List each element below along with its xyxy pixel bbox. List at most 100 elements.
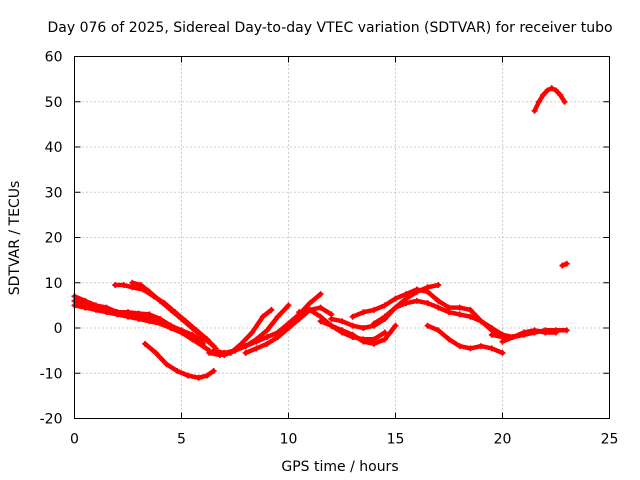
data-point bbox=[189, 325, 196, 331]
data-point bbox=[199, 340, 206, 347]
grid-layer bbox=[74, 56, 610, 419]
data-point bbox=[339, 327, 345, 334]
data-point bbox=[129, 279, 136, 286]
y-tick-label: 30 bbox=[45, 185, 63, 201]
series-track-19 bbox=[531, 85, 568, 114]
x-tick-label: 25 bbox=[601, 432, 619, 448]
data-point bbox=[542, 329, 549, 336]
data-point bbox=[306, 300, 313, 307]
data-point bbox=[167, 325, 174, 331]
series-track-16 bbox=[424, 322, 506, 356]
data-point bbox=[174, 367, 181, 374]
series-layer bbox=[71, 85, 570, 381]
data-point bbox=[531, 107, 538, 114]
data-point bbox=[242, 349, 249, 356]
data-point bbox=[467, 313, 474, 320]
data-point bbox=[456, 343, 463, 350]
data-point bbox=[135, 315, 142, 322]
data-point bbox=[242, 343, 249, 350]
data-point bbox=[232, 347, 238, 354]
data-point bbox=[499, 338, 506, 345]
data-point bbox=[184, 372, 191, 379]
data-point bbox=[435, 297, 442, 304]
data-point bbox=[510, 334, 517, 341]
x-axis-label: GPS time / hours bbox=[281, 459, 398, 475]
data-point bbox=[285, 325, 292, 331]
data-point bbox=[189, 334, 196, 341]
data-point bbox=[413, 286, 420, 293]
data-point bbox=[264, 327, 271, 334]
data-point bbox=[178, 315, 185, 322]
data-point bbox=[446, 336, 452, 343]
data-point bbox=[317, 291, 324, 298]
x-tick-label: 0 bbox=[70, 432, 79, 448]
series-track-5 bbox=[129, 279, 217, 350]
data-point bbox=[114, 311, 121, 318]
data-point bbox=[371, 340, 378, 347]
data-point bbox=[328, 322, 335, 329]
y-tick-label: 60 bbox=[45, 50, 63, 66]
y-tick-label: 20 bbox=[45, 231, 63, 247]
data-point bbox=[371, 306, 378, 313]
data-point bbox=[339, 318, 345, 325]
data-point bbox=[306, 306, 313, 313]
y-tick-label: -20 bbox=[40, 412, 63, 428]
data-point bbox=[548, 85, 555, 92]
y-tick-label: -10 bbox=[40, 366, 63, 382]
data-point bbox=[296, 315, 303, 322]
data-point bbox=[152, 349, 159, 356]
data-point bbox=[112, 282, 119, 289]
data-point bbox=[210, 367, 217, 374]
data-point bbox=[253, 338, 260, 345]
data-point bbox=[210, 347, 217, 354]
series-track-10 bbox=[242, 304, 335, 356]
data-point bbox=[82, 304, 89, 311]
chart-title: Day 076 of 2025, Sidereal Day-to-day VTE… bbox=[47, 20, 612, 36]
data-point bbox=[381, 336, 388, 343]
data-point bbox=[349, 322, 356, 329]
data-point bbox=[535, 98, 542, 105]
data-point bbox=[403, 300, 410, 307]
data-point bbox=[392, 304, 399, 311]
data-point bbox=[204, 372, 211, 379]
data-point bbox=[206, 349, 213, 356]
data-point bbox=[392, 295, 399, 302]
data-point bbox=[259, 313, 266, 320]
tick-layer: 0 5 10 15 20 25 -20 -10 0 10 20 30 40 50 60 bbox=[40, 50, 619, 448]
data-point bbox=[274, 313, 281, 320]
data-point bbox=[264, 334, 271, 341]
data-point bbox=[103, 309, 110, 316]
data-point bbox=[360, 309, 367, 316]
data-point bbox=[540, 91, 547, 98]
data-point bbox=[349, 313, 356, 320]
data-point bbox=[360, 338, 367, 345]
data-point bbox=[392, 322, 399, 329]
series-track-20 bbox=[559, 260, 570, 269]
x-tick-label: 15 bbox=[387, 432, 405, 448]
data-point bbox=[137, 282, 144, 289]
data-point bbox=[146, 318, 153, 325]
data-point bbox=[563, 327, 570, 334]
data-point bbox=[157, 320, 164, 327]
data-point bbox=[456, 311, 463, 318]
x-tick-label: 5 bbox=[177, 432, 186, 448]
data-point bbox=[221, 352, 228, 359]
data-point bbox=[520, 329, 527, 336]
data-point bbox=[125, 313, 131, 320]
data-point bbox=[349, 331, 356, 338]
data-point bbox=[264, 340, 271, 347]
y-axis-label: SDTVAR / TECUs bbox=[7, 181, 23, 296]
series-track-18 bbox=[499, 327, 559, 345]
data-point bbox=[403, 291, 410, 298]
data-point bbox=[563, 260, 570, 267]
series-track-12 bbox=[317, 318, 399, 347]
data-point bbox=[544, 87, 551, 94]
data-point bbox=[253, 345, 260, 352]
data-point bbox=[478, 318, 485, 325]
data-point bbox=[249, 329, 256, 336]
data-point bbox=[561, 98, 568, 105]
y-tick-label: 10 bbox=[45, 276, 63, 292]
data-point bbox=[559, 262, 566, 269]
